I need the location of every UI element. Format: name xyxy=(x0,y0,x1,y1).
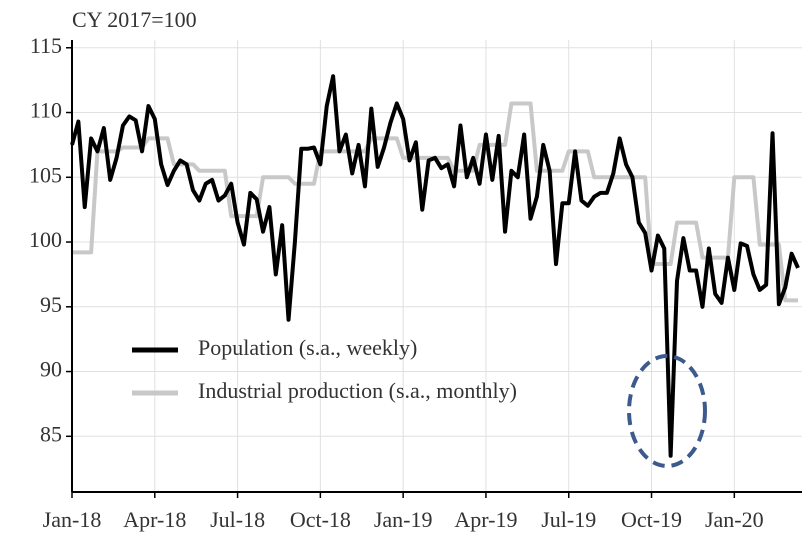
y-tick-label: 85 xyxy=(40,421,62,446)
legend: Population (s.a., weekly) Industrial prod… xyxy=(132,335,517,403)
legend-label: Industrial production (s.a., monthly) xyxy=(198,378,517,403)
x-tick-label: Jan-19 xyxy=(374,507,433,532)
grid xyxy=(71,40,802,492)
series-line xyxy=(70,74,800,458)
x-tick-label: Jul-19 xyxy=(541,507,596,532)
legend-label: Population (s.a., weekly) xyxy=(198,335,417,360)
y-tick-label: 90 xyxy=(40,357,62,382)
x-tick-label: Oct-18 xyxy=(290,507,351,532)
x-tick-label: Jan-18 xyxy=(43,507,102,532)
y-tick-label: 105 xyxy=(29,162,62,187)
y-tick-label: 115 xyxy=(30,33,62,58)
y-tick-label: 100 xyxy=(29,227,62,252)
lines xyxy=(70,74,800,458)
x-tick-label: Apr-18 xyxy=(123,507,186,532)
y-tick-label: 110 xyxy=(30,98,62,123)
x-tick-label: Jan-20 xyxy=(705,507,764,532)
chart-title: CY 2017=100 xyxy=(72,7,197,32)
x-tick-label: Jul-18 xyxy=(210,507,265,532)
x-tick-label: Oct-19 xyxy=(621,507,682,532)
annotation-ellipse xyxy=(627,354,707,468)
x-tick-label: Apr-19 xyxy=(454,507,517,532)
y-tick-label: 95 xyxy=(40,292,62,317)
